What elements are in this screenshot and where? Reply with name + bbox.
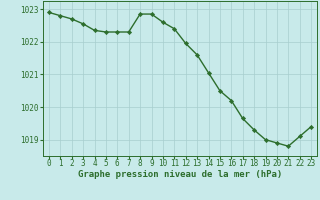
X-axis label: Graphe pression niveau de la mer (hPa): Graphe pression niveau de la mer (hPa) xyxy=(78,170,282,179)
